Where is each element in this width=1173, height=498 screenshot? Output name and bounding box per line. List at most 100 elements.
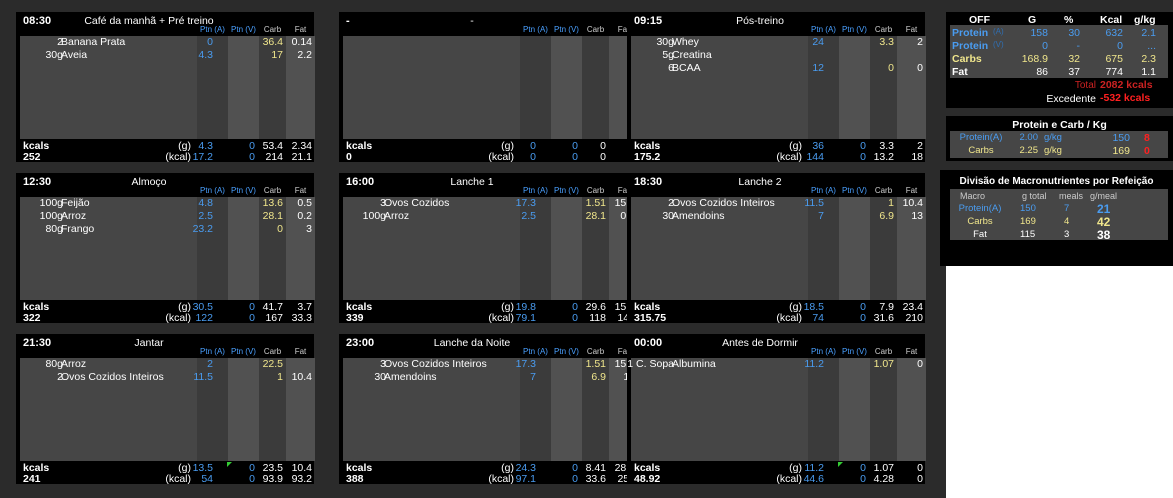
food-name[interactable]: Ovos Cozidos Inteiros xyxy=(61,371,164,383)
meal-name[interactable]: Lanche 2 xyxy=(738,176,782,188)
food-grid[interactable] xyxy=(343,36,638,139)
food-quantity[interactable]: 100g xyxy=(39,197,63,209)
food-row[interactable]: 30g Whey 24 3.3 2 xyxy=(631,36,926,49)
food-quantity[interactable]: 2 xyxy=(57,36,63,48)
total-kcal-carb: 31.6 xyxy=(873,312,894,324)
food-grid[interactable]: 80g Arroz 2 22.5 2 Ovos Cozidos Inteiros 11.5 1… xyxy=(20,358,315,461)
protein-a-value: 2.5 xyxy=(521,210,536,222)
food-name[interactable]: Ovos Cozidos Inteiros xyxy=(672,197,775,209)
food-grid[interactable]: 3 Ovos Cozidos Inteiros 17.3 1.51 15.5 30 Amen… xyxy=(343,358,638,461)
meal-time[interactable]: 23:00 xyxy=(346,337,375,349)
food-grid[interactable]: 2 Ovos Cozidos Inteiros 11.5 1 10.4 30 Amendoi… xyxy=(631,197,926,300)
food-grid[interactable]: 3 Ovos Cozidos 17.3 1.51 15.5 100g Arroz 2.5 28.… xyxy=(343,197,638,300)
food-quantity[interactable]: 30g xyxy=(45,49,63,61)
meal-name[interactable]: - xyxy=(470,15,474,27)
food-name[interactable]: Creatina xyxy=(672,49,712,61)
pc-ratio-value[interactable]: 2.00 xyxy=(1019,132,1039,143)
food-quantity[interactable]: 30 xyxy=(662,210,674,222)
meal-time[interactable]: 18:30 xyxy=(634,176,663,188)
meal-time[interactable]: 12:30 xyxy=(23,176,52,188)
food-row[interactable]: 80g Frango 23.2 0 3 xyxy=(20,223,315,236)
food-name[interactable]: BCAA xyxy=(672,62,701,74)
column-header-p2: Ptn (V) xyxy=(231,186,256,195)
column-header-p1: Ptn (A) xyxy=(811,186,836,195)
protein-a-value: 4.3 xyxy=(198,49,213,61)
food-name[interactable]: Amendoins xyxy=(672,210,725,222)
food-name[interactable]: Ovos Cozidos Inteiros xyxy=(384,358,487,370)
food-grid[interactable]: 100g Feijão 4.8 13.6 0.5 100g Arroz 2.5 28.1 0.2 8… xyxy=(20,197,315,300)
food-name[interactable]: Aveia xyxy=(61,49,88,61)
pc-row-label: Protein(A) xyxy=(959,132,1003,143)
food-row[interactable]: 30g Aveia 4.3 17 2.2 xyxy=(20,49,315,62)
meal-time[interactable]: 09:15 xyxy=(634,15,663,27)
food-quantity[interactable]: 30 xyxy=(374,371,386,383)
food-row[interactable]: 2 Ovos Cozidos Inteiros 11.5 1 10.4 xyxy=(631,197,926,210)
food-grid[interactable]: 1 C. Sopa Albumina 11.2 1.07 0 xyxy=(627,358,926,461)
food-quantity[interactable]: 100g xyxy=(39,210,63,222)
meal-name[interactable]: Almoço xyxy=(131,176,167,188)
food-name[interactable]: Arroz xyxy=(61,358,87,370)
meal-time[interactable]: - xyxy=(346,15,350,27)
pc-ratio-value[interactable]: 2.25 xyxy=(1019,145,1039,156)
column-stripe xyxy=(197,36,228,139)
food-quantity[interactable]: 2 xyxy=(57,371,63,383)
meal-panel: 23:00 Lanche da Noite Ptn (A) Ptn (V) Carb Fa… xyxy=(339,334,638,485)
meal-name[interactable]: Café da manhã + Pré treino xyxy=(84,15,214,27)
column-stripe xyxy=(551,358,582,461)
food-name[interactable]: Feijão xyxy=(61,197,90,209)
division-gmeal: 42 xyxy=(1097,215,1111,229)
column-stripe xyxy=(582,36,609,139)
food-name[interactable]: Albumina xyxy=(672,358,716,370)
meal-name[interactable]: Lanche da Noite xyxy=(433,337,511,349)
food-name[interactable]: Arroz xyxy=(61,210,87,222)
meal-time[interactable]: 08:30 xyxy=(23,15,52,27)
food-quantity[interactable]: 80g xyxy=(45,358,63,370)
food-name[interactable]: Arroz xyxy=(384,210,410,222)
food-grid[interactable]: 2 Banana Prata 0 36.4 0.14 30g Aveia 4.3 17 2.2 xyxy=(20,36,315,139)
food-quantity[interactable]: 100g xyxy=(362,210,386,222)
food-row[interactable]: 1 C. Sopa Albumina 11.2 1.07 0 xyxy=(627,358,926,371)
food-quantity[interactable]: 3 xyxy=(380,197,386,209)
food-grid[interactable]: 30g Whey 24 3.3 2 5g Creatina 6 BCAA 12 0 0 xyxy=(631,36,926,139)
food-row[interactable]: 2 Ovos Cozidos Inteiros 11.5 1 10.4 xyxy=(20,371,315,384)
food-name[interactable]: Amendoins xyxy=(384,371,437,383)
column-header-fat: Fat xyxy=(905,347,918,356)
food-quantity[interactable]: 5g xyxy=(662,49,674,61)
meal-name[interactable]: Lanche 1 xyxy=(450,176,494,188)
food-row[interactable]: 5g Creatina xyxy=(631,49,926,62)
food-name[interactable]: Banana Prata xyxy=(61,36,126,48)
total-kcal-p2: 0 xyxy=(249,312,255,324)
column-stripe xyxy=(839,197,870,300)
total-grams-carb: 0 xyxy=(600,140,606,152)
food-quantity[interactable]: 6 xyxy=(668,62,674,74)
food-quantity[interactable]: 30g xyxy=(656,36,674,48)
food-name[interactable]: Whey xyxy=(672,36,699,48)
food-row[interactable]: 100g Feijão 4.8 13.6 0.5 xyxy=(20,197,315,210)
division-gmeal: 38 xyxy=(1097,228,1111,242)
meal-name[interactable]: Antes de Dormir xyxy=(722,337,798,349)
total-grams-p2: 0 xyxy=(249,301,255,313)
totals-row-label: Carbs xyxy=(952,53,982,65)
meal-time[interactable]: 21:30 xyxy=(23,337,52,349)
totals-kcal-row: 322 (kcal) 122 0 167 33.3 xyxy=(20,312,315,324)
food-row[interactable]: 6 BCAA 12 0 0 xyxy=(631,62,926,75)
column-header-p1: Ptn (A) xyxy=(200,186,225,195)
food-quantity[interactable]: 3 xyxy=(380,358,386,370)
food-name[interactable]: Frango xyxy=(61,223,95,235)
meal-time[interactable]: 16:00 xyxy=(346,176,375,188)
food-quantity[interactable]: 1 C. Sopa xyxy=(627,358,674,370)
food-name[interactable]: Ovos Cozidos xyxy=(384,197,450,209)
food-row[interactable]: 3 Ovos Cozidos Inteiros 17.3 1.51 15.5 xyxy=(343,358,638,371)
food-row[interactable]: 2 Banana Prata 0 36.4 0.14 xyxy=(20,36,315,49)
meal-name[interactable]: Jantar xyxy=(134,337,164,349)
meal-name[interactable]: Pós-treino xyxy=(736,15,784,27)
meal-time[interactable]: 00:00 xyxy=(634,337,663,349)
food-row[interactable]: 80g Arroz 2 22.5 xyxy=(20,358,315,371)
food-quantity[interactable]: 80g xyxy=(45,223,63,235)
food-quantity[interactable]: 2 xyxy=(668,197,674,209)
food-row[interactable]: 3 Ovos Cozidos 17.3 1.51 15.5 xyxy=(343,197,638,210)
